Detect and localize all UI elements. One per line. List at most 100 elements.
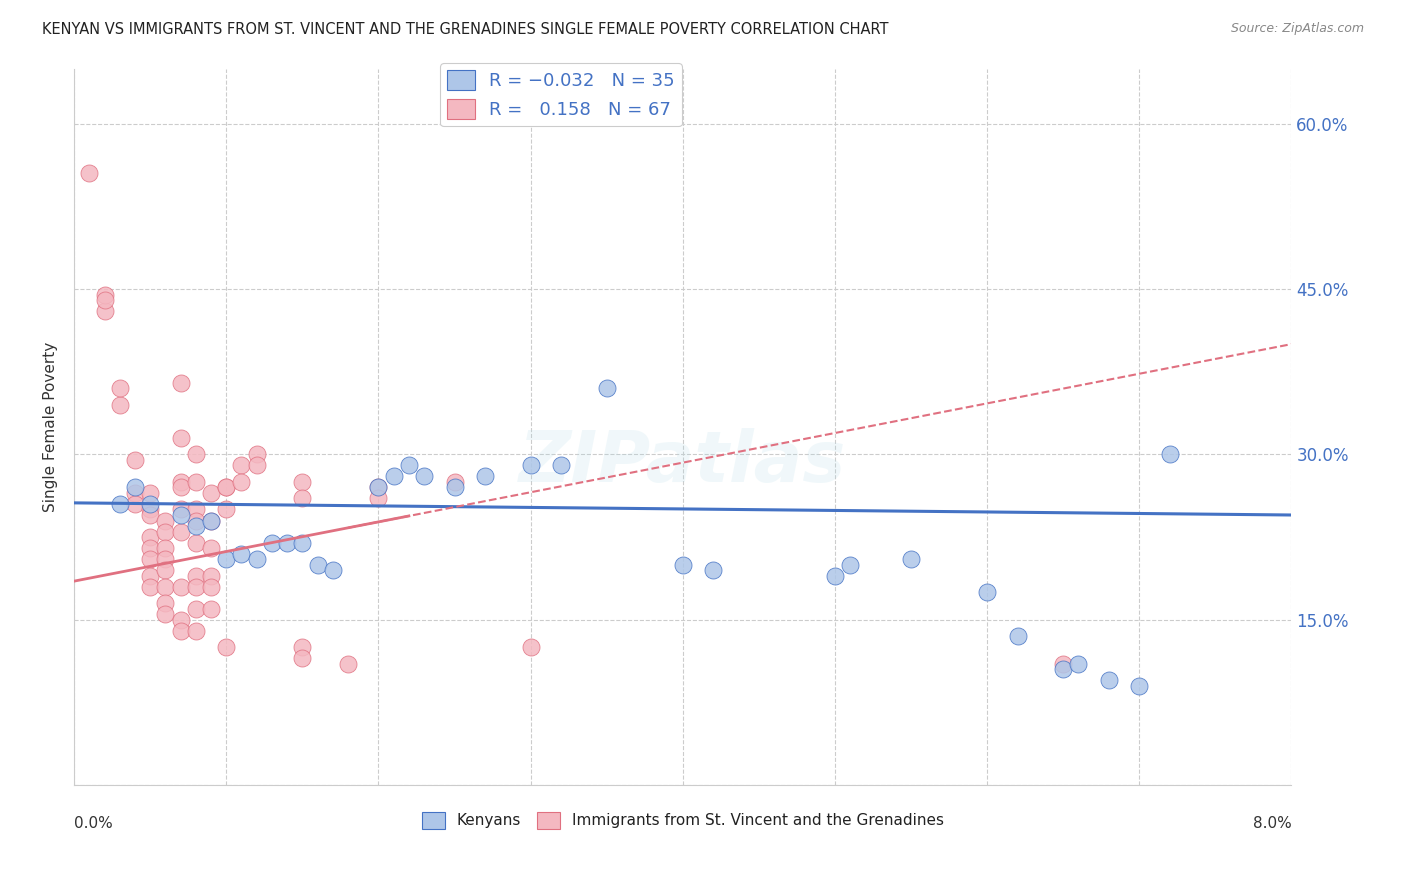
Point	[124, 453, 146, 467]
Point	[276, 535, 298, 549]
Point	[93, 287, 115, 301]
Point	[169, 613, 191, 627]
Point	[155, 596, 177, 610]
Point	[169, 480, 191, 494]
Point	[291, 535, 314, 549]
Point	[231, 547, 253, 561]
Point	[337, 657, 360, 671]
Point	[200, 514, 222, 528]
Point	[184, 447, 207, 461]
Point	[124, 480, 146, 494]
Point	[169, 475, 191, 489]
Point	[291, 640, 314, 655]
Point	[184, 475, 207, 489]
Point	[443, 475, 465, 489]
Point	[139, 541, 162, 555]
Point	[260, 535, 283, 549]
Point	[108, 497, 131, 511]
Point	[231, 475, 253, 489]
Point	[672, 558, 695, 572]
Point	[184, 624, 207, 638]
Text: KENYAN VS IMMIGRANTS FROM ST. VINCENT AND THE GRENADINES SINGLE FEMALE POVERTY C: KENYAN VS IMMIGRANTS FROM ST. VINCENT AN…	[42, 22, 889, 37]
Point	[398, 458, 420, 473]
Point	[184, 568, 207, 582]
Point	[184, 580, 207, 594]
Point	[1067, 657, 1090, 671]
Point	[139, 502, 162, 516]
Point	[155, 524, 177, 539]
Point	[139, 580, 162, 594]
Point	[1007, 629, 1029, 643]
Point	[246, 447, 269, 461]
Point	[1052, 657, 1074, 671]
Point	[139, 508, 162, 522]
Point	[93, 304, 115, 318]
Point	[215, 502, 238, 516]
Point	[413, 469, 436, 483]
Point	[139, 486, 162, 500]
Point	[169, 431, 191, 445]
Point	[124, 497, 146, 511]
Point	[839, 558, 862, 572]
Text: 0.0%: 0.0%	[75, 815, 112, 830]
Point	[139, 552, 162, 566]
Point	[184, 502, 207, 516]
Point	[291, 491, 314, 506]
Point	[184, 514, 207, 528]
Point	[322, 563, 344, 577]
Point	[169, 376, 191, 390]
Legend: Kenyans, Immigrants from St. Vincent and the Grenadines: Kenyans, Immigrants from St. Vincent and…	[416, 805, 950, 835]
Point	[200, 568, 222, 582]
Point	[124, 486, 146, 500]
Point	[79, 166, 101, 180]
Point	[93, 293, 115, 307]
Point	[108, 381, 131, 395]
Point	[1159, 447, 1181, 461]
Point	[108, 398, 131, 412]
Point	[291, 651, 314, 665]
Point	[169, 502, 191, 516]
Point	[1052, 662, 1074, 676]
Point	[169, 580, 191, 594]
Point	[184, 535, 207, 549]
Point	[200, 514, 222, 528]
Point	[474, 469, 496, 483]
Point	[367, 480, 389, 494]
Point	[246, 552, 269, 566]
Point	[367, 480, 389, 494]
Point	[169, 508, 191, 522]
Point	[215, 480, 238, 494]
Point	[215, 552, 238, 566]
Point	[155, 580, 177, 594]
Point	[367, 491, 389, 506]
Point	[169, 624, 191, 638]
Point	[215, 640, 238, 655]
Text: 8.0%: 8.0%	[1253, 815, 1292, 830]
Point	[200, 541, 222, 555]
Point	[155, 514, 177, 528]
Point	[550, 458, 572, 473]
Point	[139, 530, 162, 544]
Point	[1128, 679, 1150, 693]
Point	[291, 475, 314, 489]
Y-axis label: Single Female Poverty: Single Female Poverty	[44, 342, 58, 512]
Point	[976, 585, 998, 599]
Point	[200, 486, 222, 500]
Point	[596, 381, 619, 395]
Point	[702, 563, 724, 577]
Point	[246, 458, 269, 473]
Point	[382, 469, 405, 483]
Point	[139, 497, 162, 511]
Point	[900, 552, 922, 566]
Point	[824, 568, 846, 582]
Point	[200, 580, 222, 594]
Point	[231, 458, 253, 473]
Point	[1098, 673, 1121, 688]
Point	[200, 601, 222, 615]
Point	[184, 601, 207, 615]
Point	[139, 568, 162, 582]
Text: Source: ZipAtlas.com: Source: ZipAtlas.com	[1230, 22, 1364, 36]
Point	[519, 458, 541, 473]
Point	[519, 640, 541, 655]
Point	[215, 480, 238, 494]
